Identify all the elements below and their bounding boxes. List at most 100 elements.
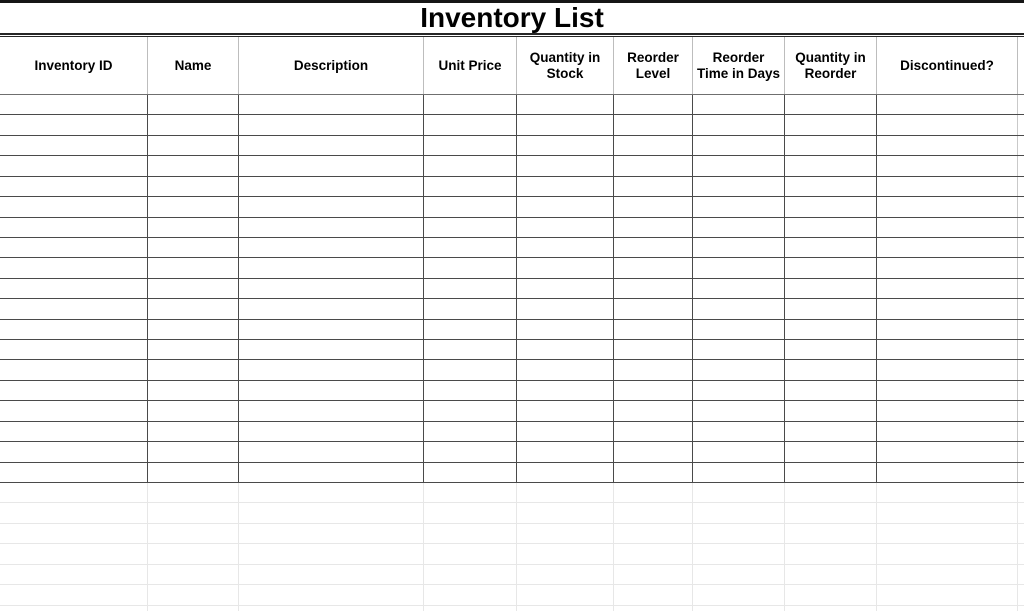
table-cell[interactable]: [693, 483, 785, 503]
table-cell[interactable]: [785, 176, 877, 197]
table-cell[interactable]: [693, 380, 785, 401]
table-cell[interactable]: [785, 564, 877, 585]
table-cell[interactable]: [148, 605, 239, 611]
table-cell[interactable]: [693, 95, 785, 115]
table-cell[interactable]: [614, 462, 693, 482]
table-cell[interactable]: [877, 564, 1018, 585]
table-cell[interactable]: [877, 278, 1018, 299]
table-cell[interactable]: [148, 564, 239, 585]
table-cell[interactable]: [424, 483, 517, 503]
table-cell[interactable]: [614, 197, 693, 217]
table-cell[interactable]: [148, 380, 239, 401]
table-cell[interactable]: [424, 380, 517, 401]
table-cell[interactable]: [148, 197, 239, 217]
table-cell[interactable]: [148, 176, 239, 197]
table-cell[interactable]: [877, 523, 1018, 544]
table-cell[interactable]: [693, 544, 785, 564]
table-cell[interactable]: [517, 299, 614, 319]
table-cell[interactable]: [0, 319, 148, 340]
table-cell[interactable]: [517, 135, 614, 156]
table-cell[interactable]: [0, 585, 148, 605]
table-cell[interactable]: [693, 278, 785, 299]
table-cell[interactable]: [424, 544, 517, 564]
table-cell[interactable]: [693, 523, 785, 544]
table-cell[interactable]: [877, 544, 1018, 564]
table-cell[interactable]: [148, 462, 239, 482]
table-cell[interactable]: [0, 340, 148, 360]
table-cell[interactable]: [239, 585, 424, 605]
table-cell[interactable]: [0, 544, 148, 564]
table-cell[interactable]: [148, 544, 239, 564]
table-cell[interactable]: [148, 401, 239, 421]
table-cell[interactable]: [877, 401, 1018, 421]
table-cell[interactable]: [424, 156, 517, 176]
table-cell[interactable]: [0, 197, 148, 217]
table-cell[interactable]: [614, 299, 693, 319]
table-cell[interactable]: [693, 115, 785, 135]
table-cell[interactable]: [0, 523, 148, 544]
table-cell[interactable]: [785, 237, 877, 258]
table-cell[interactable]: [785, 483, 877, 503]
table-cell[interactable]: [877, 360, 1018, 380]
table-cell[interactable]: [517, 278, 614, 299]
table-cell[interactable]: [0, 95, 148, 115]
table-cell[interactable]: [877, 176, 1018, 197]
table-cell[interactable]: [693, 442, 785, 462]
table-cell[interactable]: [785, 380, 877, 401]
table-cell[interactable]: [148, 319, 239, 340]
table-cell[interactable]: [0, 442, 148, 462]
table-cell[interactable]: [693, 585, 785, 605]
table-cell[interactable]: [693, 156, 785, 176]
table-cell[interactable]: [614, 95, 693, 115]
table-cell[interactable]: [785, 197, 877, 217]
table-cell[interactable]: [693, 401, 785, 421]
table-cell[interactable]: [239, 156, 424, 176]
table-cell[interactable]: [517, 523, 614, 544]
table-cell[interactable]: [0, 237, 148, 258]
table-cell[interactable]: [424, 503, 517, 523]
table-cell[interactable]: [148, 585, 239, 605]
table-cell[interactable]: [0, 115, 148, 135]
table-cell[interactable]: [877, 340, 1018, 360]
table-cell[interactable]: [239, 401, 424, 421]
column-header-unit-price[interactable]: Unit Price: [424, 37, 517, 94]
table-cell[interactable]: [148, 340, 239, 360]
table-cell[interactable]: [424, 401, 517, 421]
column-header-reorder-level[interactable]: Reorder Level: [614, 37, 693, 94]
table-cell[interactable]: [877, 462, 1018, 482]
table-cell[interactable]: [517, 544, 614, 564]
table-cell[interactable]: [877, 483, 1018, 503]
table-cell[interactable]: [614, 401, 693, 421]
table-cell[interactable]: [424, 462, 517, 482]
table-cell[interactable]: [239, 95, 424, 115]
table-cell[interactable]: [517, 442, 614, 462]
table-cell[interactable]: [239, 360, 424, 380]
table-cell[interactable]: [614, 135, 693, 156]
table-cell[interactable]: [877, 442, 1018, 462]
table-cell[interactable]: [517, 401, 614, 421]
table-cell[interactable]: [877, 605, 1018, 611]
table-cell[interactable]: [239, 442, 424, 462]
table-cell[interactable]: [239, 115, 424, 135]
table-cell[interactable]: [0, 380, 148, 401]
table-cell[interactable]: [785, 258, 877, 278]
column-header-inventory-id[interactable]: Inventory ID: [0, 37, 148, 94]
table-cell[interactable]: [785, 421, 877, 442]
table-cell[interactable]: [877, 421, 1018, 442]
table-cell[interactable]: [239, 523, 424, 544]
table-cell[interactable]: [239, 278, 424, 299]
table-cell[interactable]: [239, 421, 424, 442]
table-cell[interactable]: [877, 135, 1018, 156]
column-header-description[interactable]: Description: [239, 37, 424, 94]
table-cell[interactable]: [239, 217, 424, 237]
table-cell[interactable]: [239, 503, 424, 523]
table-cell[interactable]: [877, 237, 1018, 258]
table-cell[interactable]: [693, 503, 785, 523]
column-header-quantity-in-reorder[interactable]: Quantity in Reorder: [785, 37, 877, 94]
table-cell[interactable]: [424, 197, 517, 217]
table-cell[interactable]: [424, 442, 517, 462]
table-cell[interactable]: [785, 544, 877, 564]
table-cell[interactable]: [148, 115, 239, 135]
table-cell[interactable]: [785, 115, 877, 135]
table-cell[interactable]: [148, 360, 239, 380]
